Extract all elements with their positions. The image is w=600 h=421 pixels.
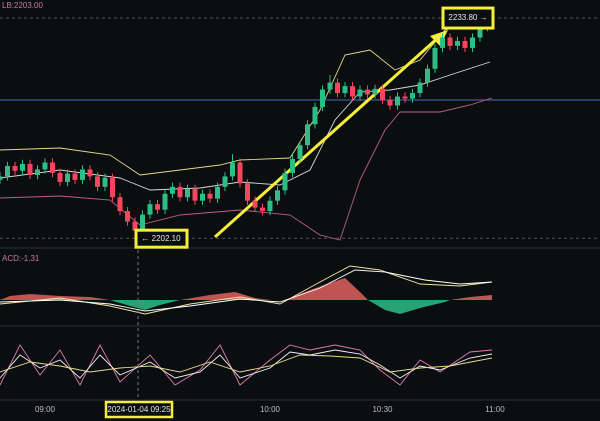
candle-body [312,106,318,125]
candle-body [282,172,288,191]
candle-body [222,176,228,187]
stoch-d [0,349,493,379]
candle-body [102,177,108,187]
candle-body [117,197,123,212]
candle-body [200,193,205,201]
candle-body [290,159,295,173]
crosshair-label-box [104,400,174,419]
candle-body [440,37,445,48]
candle-body [455,40,460,46]
candle-body [177,186,183,198]
candle-body [335,82,340,94]
macd-histogram [0,294,110,300]
candle-body [155,204,160,210]
candle-body [425,68,430,83]
candle-body [57,172,63,182]
stoch-j [0,354,493,373]
candle-body [5,165,10,177]
candle-body [410,93,415,99]
candle-body [230,162,235,177]
candle-body [20,163,25,171]
candle-body [297,145,303,160]
low-label-box [134,228,189,249]
candle-body [35,169,40,175]
candle-body [215,186,220,199]
candle-body [462,40,468,48]
candle-body [252,200,258,208]
candle-body [27,163,33,175]
candle-body [110,177,115,198]
candle-body [0,176,3,180]
candle-body [132,221,138,231]
candle-body [140,214,145,231]
x-tick-label: 11:00 [485,405,505,414]
candle-body [42,162,48,170]
macd-line [0,265,493,315]
candle-body [417,82,423,94]
candle-body [380,88,385,100]
candle-body [320,89,325,107]
candle-body [260,207,265,212]
candle-body [357,89,363,97]
candle-body [350,86,355,97]
candle-body [305,124,310,146]
candle-body [432,47,438,69]
candle-body [170,186,175,194]
x-tick-label: 09:00 [35,405,56,414]
x-tick-label: 10:30 [372,405,393,414]
candle-body [87,169,93,177]
candle-body [245,183,250,201]
candle-body [147,204,153,215]
candle-body [95,176,100,187]
macd-label: ACD:-1.31 [2,254,40,263]
indicator-label: LB:2203.00 [2,1,43,10]
candle-body [342,86,348,94]
macd-histogram [285,278,368,300]
signal-line [0,269,493,312]
candle-body [72,173,78,180]
candle-body [365,89,370,95]
candle-body [125,211,130,222]
candle-body [267,200,273,212]
candle-body [12,165,18,171]
x-tick-label: 10:00 [260,405,281,414]
candle-body [372,88,378,95]
candle-body [470,37,475,48]
candle-body [192,188,198,201]
candle-body [327,82,333,90]
crosshair-label: 2024-01-04 09:25 [107,405,171,414]
candle-body [162,193,168,210]
candle-body [65,173,70,182]
macd-histogram [110,300,180,310]
candle-body [395,96,400,106]
high-label-box [441,6,495,30]
candle-body [185,188,190,198]
trend-arrow-head [430,30,448,46]
low-label: ← 2202.10 [141,234,181,243]
candle-body [207,193,213,199]
candle-body [387,100,393,106]
high-label: 2233.80 → [448,13,487,22]
candle-body [237,162,243,184]
candle-body [447,37,453,46]
candle-body [477,27,483,38]
macd-histogram [450,295,492,300]
candle-body [50,162,55,173]
stoch-k [0,344,493,386]
candle-body [402,96,408,99]
candle-body [275,190,280,201]
macd-histogram [368,300,450,314]
plot-area: 09:00 10:00 10:30 11:00 2233.80 → ← 2202.10 [0,6,600,414]
middle-band [0,61,491,191]
candle-body [80,169,85,180]
